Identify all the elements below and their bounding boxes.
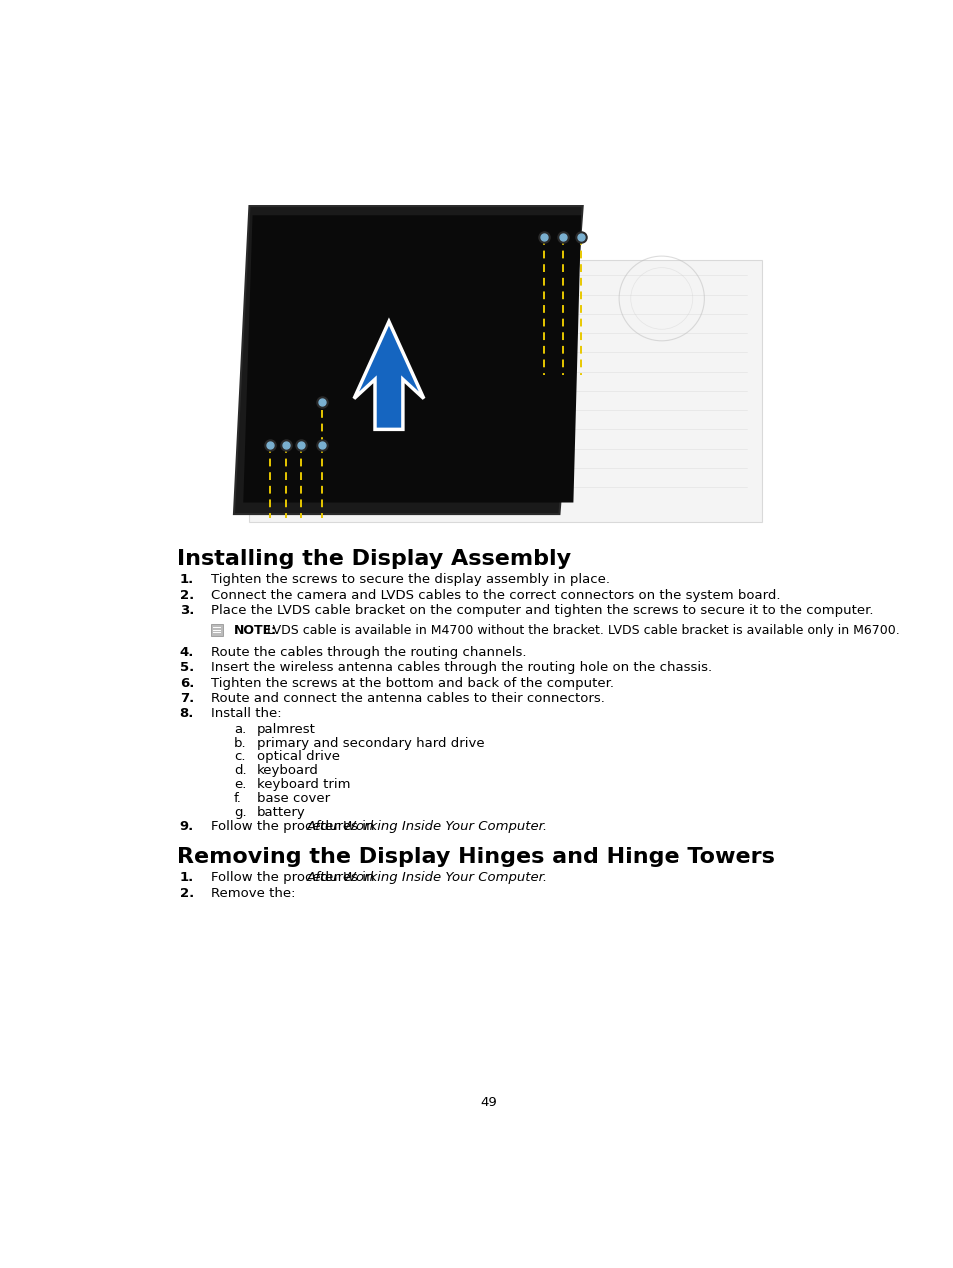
Text: 4.: 4. (179, 645, 193, 659)
Text: c.: c. (233, 751, 245, 763)
Text: b.: b. (233, 737, 246, 749)
Text: 7.: 7. (179, 692, 193, 705)
Polygon shape (233, 207, 582, 514)
Text: Removing the Display Hinges and Hinge Towers: Removing the Display Hinges and Hinge To… (177, 847, 775, 867)
Text: 1.: 1. (179, 573, 193, 586)
Text: 3.: 3. (179, 604, 193, 618)
Text: Route and connect the antenna cables to their connectors.: Route and connect the antenna cables to … (211, 692, 604, 705)
Text: Tighten the screws at the bottom and back of the computer.: Tighten the screws at the bottom and bac… (211, 677, 613, 690)
Text: Remove the:: Remove the: (211, 886, 294, 900)
Text: e.: e. (233, 779, 246, 791)
Text: 49: 49 (480, 1097, 497, 1110)
Bar (119, 198, 858, 530)
Text: Place the LVDS cable bracket on the computer and tighten the screws to secure it: Place the LVDS cable bracket on the comp… (211, 604, 872, 618)
Text: d.: d. (233, 765, 246, 777)
Text: a.: a. (233, 723, 246, 735)
Text: palmrest: palmrest (257, 723, 315, 735)
Text: NOTE:: NOTE: (233, 624, 276, 638)
Text: After Working Inside Your Computer.: After Working Inside Your Computer. (306, 819, 547, 833)
Text: 1.: 1. (179, 871, 193, 884)
Text: Connect the camera and LVDS cables to the correct connectors on the system board: Connect the camera and LVDS cables to th… (211, 588, 780, 602)
Text: Insert the wireless antenna cables through the routing hole on the chassis.: Insert the wireless antenna cables throu… (211, 661, 711, 675)
Text: primary and secondary hard drive: primary and secondary hard drive (257, 737, 484, 749)
Text: f.: f. (233, 792, 241, 805)
Text: g.: g. (233, 806, 246, 819)
Polygon shape (243, 216, 580, 502)
Bar (211, 624, 223, 637)
Text: 5.: 5. (179, 661, 193, 675)
Text: Follow the procedures in: Follow the procedures in (211, 871, 378, 884)
Text: Tighten the screws to secure the display assembly in place.: Tighten the screws to secure the display… (211, 573, 609, 586)
Text: LVDS cable is available in M4700 without the bracket. LVDS cable bracket is avai: LVDS cable is available in M4700 without… (262, 624, 899, 638)
Text: Follow the procedures in: Follow the procedures in (211, 819, 378, 833)
Text: keyboard: keyboard (257, 765, 318, 777)
Text: 9.: 9. (179, 819, 193, 833)
Text: Installing the Display Assembly: Installing the Display Assembly (177, 549, 571, 569)
Text: keyboard trim: keyboard trim (257, 779, 351, 791)
Text: 2.: 2. (179, 886, 193, 900)
Text: Route the cables through the routing channels.: Route the cables through the routing cha… (211, 645, 526, 659)
Text: base cover: base cover (257, 792, 330, 805)
Text: 2.: 2. (179, 588, 193, 602)
Text: Install the:: Install the: (211, 708, 281, 720)
Text: battery: battery (257, 806, 306, 819)
Polygon shape (249, 260, 761, 521)
Text: 6.: 6. (179, 677, 193, 690)
Text: 8.: 8. (179, 708, 193, 720)
Polygon shape (354, 322, 423, 430)
Text: optical drive: optical drive (257, 751, 340, 763)
Text: After Working Inside Your Computer.: After Working Inside Your Computer. (306, 871, 547, 884)
